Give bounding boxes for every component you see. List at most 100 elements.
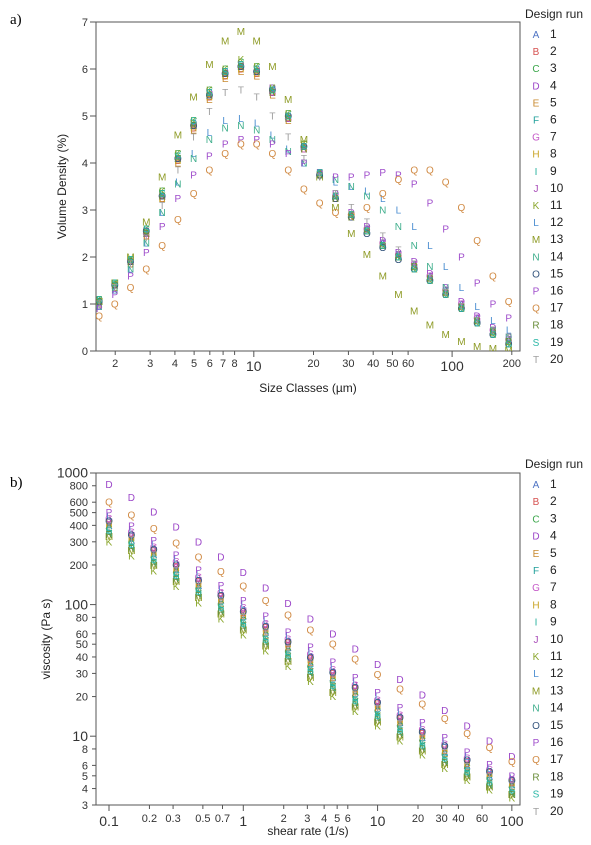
data-point: J bbox=[380, 238, 385, 249]
data-point: C bbox=[159, 187, 166, 198]
data-point: L bbox=[207, 128, 213, 139]
data-point: R bbox=[489, 328, 496, 339]
data-point: J bbox=[349, 210, 354, 221]
data-point: G bbox=[418, 725, 426, 736]
data-point: H bbox=[128, 534, 135, 545]
data-point: H bbox=[127, 260, 134, 271]
data-point: E bbox=[329, 676, 336, 687]
data-point: N bbox=[240, 621, 247, 632]
data-point: O bbox=[486, 767, 494, 778]
data-point: E bbox=[464, 762, 471, 773]
data-point: B bbox=[374, 700, 381, 711]
data-point: D bbox=[441, 706, 448, 717]
data-point: O bbox=[174, 154, 182, 165]
data-point: M bbox=[111, 278, 119, 289]
data-point: M bbox=[373, 718, 381, 729]
legend-entry: 18 bbox=[550, 769, 564, 783]
legend-entry: 19 bbox=[550, 787, 564, 801]
data-point: M bbox=[105, 532, 113, 543]
data-point: L bbox=[380, 194, 386, 205]
data-point: C bbox=[253, 62, 260, 73]
data-point: C bbox=[374, 707, 381, 718]
data-point: M bbox=[205, 60, 213, 71]
data-point: C bbox=[284, 647, 291, 658]
y-tick-label: 30 bbox=[76, 668, 88, 680]
y-tick-label: 1000 bbox=[57, 465, 88, 481]
data-point: H bbox=[411, 262, 418, 273]
data-point: K bbox=[505, 339, 512, 350]
data-point: H bbox=[379, 241, 386, 252]
data-point: D bbox=[284, 599, 291, 610]
data-point: D bbox=[150, 508, 157, 519]
data-point: P bbox=[301, 159, 308, 170]
data-point: N bbox=[150, 557, 157, 568]
data-point: Q bbox=[190, 189, 198, 200]
data-point: B bbox=[301, 144, 308, 155]
data-point: C bbox=[411, 264, 418, 275]
data-point: T bbox=[143, 234, 149, 245]
data-point: H bbox=[240, 609, 247, 620]
data-point: B bbox=[411, 262, 418, 273]
series-1: A A A A A A A A A A A A A A A A A A A bbox=[106, 521, 516, 791]
data-point: R bbox=[269, 88, 276, 99]
data-point: E bbox=[285, 116, 292, 127]
data-point: A bbox=[269, 86, 276, 97]
data-point: D bbox=[419, 691, 426, 702]
data-point: M bbox=[441, 760, 449, 771]
data-point: J bbox=[196, 574, 201, 585]
data-point: T bbox=[307, 659, 313, 670]
data-point: L bbox=[509, 774, 515, 785]
data-point: K bbox=[127, 255, 134, 266]
data-point: S bbox=[458, 304, 465, 315]
data-point: B bbox=[442, 288, 449, 299]
data-point: S bbox=[374, 711, 381, 722]
data-point: I bbox=[318, 168, 321, 179]
data-point: K bbox=[427, 276, 434, 287]
data-point: R bbox=[505, 337, 512, 348]
data-point: F bbox=[106, 525, 112, 536]
y-tick-label: 400 bbox=[70, 520, 88, 532]
data-point: N bbox=[329, 683, 336, 694]
data-point: O bbox=[332, 194, 340, 205]
data-point: L bbox=[191, 149, 197, 160]
data-point: H bbox=[395, 253, 402, 264]
data-point: R bbox=[463, 771, 470, 782]
data-point: O bbox=[158, 191, 166, 202]
data-point: P bbox=[348, 173, 355, 184]
data-point: D bbox=[262, 583, 269, 594]
series-17: Q Q Q Q Q Q Q Q Q Q Q Q Q Q Q Q Q Q Q bbox=[105, 498, 516, 769]
data-point: C bbox=[486, 774, 493, 785]
data-point: N bbox=[352, 698, 359, 709]
x-tick-label: 100 bbox=[440, 358, 464, 374]
data-point: C bbox=[237, 57, 244, 68]
data-point: C bbox=[96, 295, 103, 306]
x-tick-label: 6 bbox=[345, 813, 351, 825]
data-point: S bbox=[285, 650, 292, 661]
data-point: K bbox=[106, 537, 113, 548]
data-point: S bbox=[441, 754, 448, 765]
data-point: S bbox=[427, 276, 434, 287]
data-point: A bbox=[175, 154, 182, 165]
data-point: O bbox=[316, 170, 324, 181]
data-point: B bbox=[395, 253, 402, 264]
data-point: S bbox=[464, 767, 471, 778]
data-point: H bbox=[96, 300, 103, 311]
data-point: L bbox=[506, 325, 512, 336]
data-point: C bbox=[307, 662, 314, 673]
plot-frame bbox=[95, 21, 521, 352]
x-tick-label: 40 bbox=[452, 813, 464, 825]
data-point: M bbox=[239, 626, 247, 637]
data-point: L bbox=[175, 177, 181, 188]
data-point: D bbox=[474, 311, 481, 322]
data-point: R bbox=[411, 262, 418, 273]
data-point: R bbox=[442, 288, 449, 299]
data-point: R bbox=[374, 715, 381, 726]
data-point: L bbox=[442, 737, 448, 748]
data-point: A bbox=[490, 325, 497, 336]
x-tick-label: 3 bbox=[147, 358, 153, 370]
series-20: T T T T T T T T T T T T T T T T T T T bbox=[106, 522, 515, 793]
data-point: I bbox=[197, 587, 200, 598]
data-point: S bbox=[143, 224, 150, 235]
